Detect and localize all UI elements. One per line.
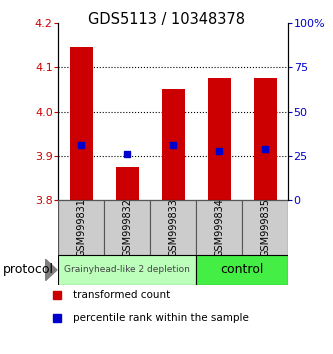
- Bar: [254, 78, 277, 200]
- Text: GSM999831: GSM999831: [76, 198, 86, 257]
- Text: percentile rank within the sample: percentile rank within the sample: [73, 313, 249, 323]
- Bar: [208, 78, 231, 200]
- Bar: [150, 200, 196, 255]
- Text: GSM999833: GSM999833: [168, 198, 178, 257]
- Text: transformed count: transformed count: [73, 290, 170, 300]
- Bar: [242, 200, 288, 255]
- Bar: [196, 255, 288, 285]
- Text: GSM999832: GSM999832: [122, 198, 132, 257]
- Bar: [58, 200, 104, 255]
- Text: control: control: [220, 263, 264, 276]
- Bar: [162, 90, 185, 200]
- Text: Grainyhead-like 2 depletion: Grainyhead-like 2 depletion: [64, 266, 190, 274]
- Bar: [116, 167, 139, 200]
- Text: GSM999835: GSM999835: [260, 198, 270, 257]
- Text: GDS5113 / 10348378: GDS5113 / 10348378: [88, 12, 245, 27]
- Bar: [104, 200, 150, 255]
- Polygon shape: [46, 259, 57, 280]
- Text: GSM999834: GSM999834: [214, 198, 224, 257]
- Bar: [196, 200, 242, 255]
- Bar: [58, 255, 196, 285]
- Bar: [70, 47, 93, 200]
- Text: protocol: protocol: [3, 263, 54, 276]
